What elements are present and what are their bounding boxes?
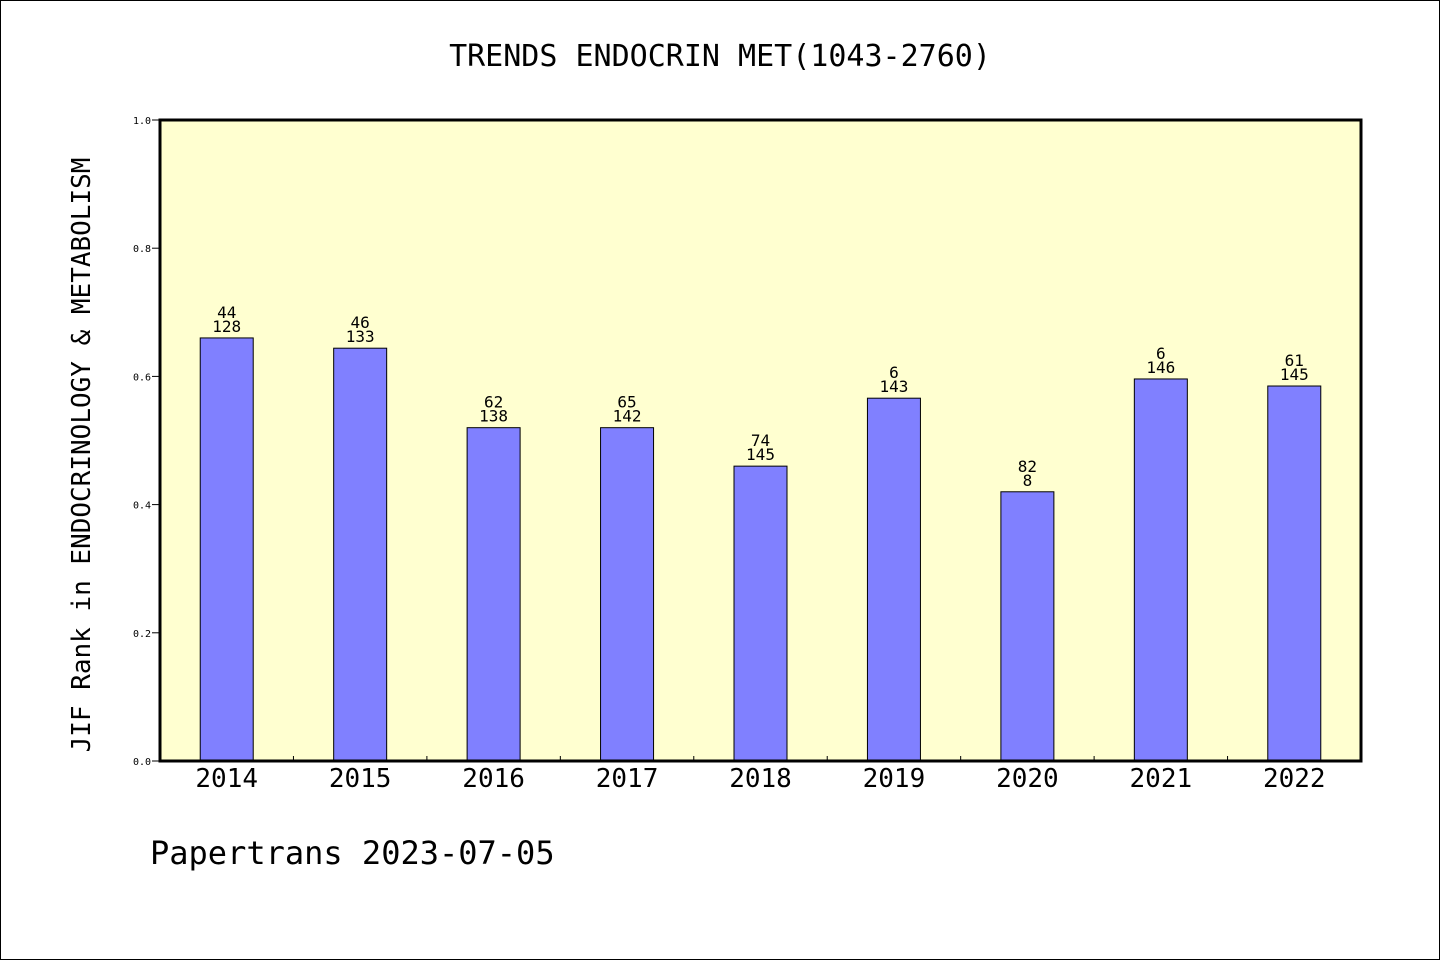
bar-label-bottom-2015: 133 (346, 327, 375, 346)
chart-title: TRENDS ENDOCRIN MET(1043-2760) (449, 39, 991, 74)
bar-label-top-2022: 61 (1285, 351, 1304, 370)
bar-label-bottom-2014: 128 (212, 317, 241, 336)
plot-frame (158, 118, 1363, 763)
bar-label-top-2015: 46 (351, 313, 370, 332)
bar-2014 (199, 337, 254, 762)
y-tick-label-0.6: 0.6 (133, 372, 151, 383)
x-tick-label-2018: 2018 (729, 764, 792, 794)
y-tick-label-0.2: 0.2 (133, 629, 151, 640)
footer-text: Papertrans 2023-07-05 (150, 834, 555, 872)
y-tick-label-1.0: 1.0 (133, 116, 151, 127)
x-tick-label-2019: 2019 (863, 764, 926, 794)
bar-2022 (1267, 385, 1322, 762)
bar-label-bottom-2019: 143 (879, 377, 908, 396)
y-tick-label-0.4: 0.4 (133, 501, 151, 512)
x-tick-label-2020: 2020 (996, 764, 1059, 794)
bar-label-bottom-2017: 142 (613, 407, 642, 426)
y-tick-label-0.8: 0.8 (133, 244, 151, 255)
bar-label-top-2017: 65 (617, 393, 636, 412)
x-tick-label-2017: 2017 (596, 764, 659, 794)
bar-2017 (600, 427, 655, 762)
bar-label-top-2014: 44 (217, 303, 236, 322)
bar-label-top-2019: 6 (889, 363, 899, 382)
bar-2021 (1133, 378, 1188, 762)
bar-label-top-2020: 82 (1018, 457, 1037, 476)
bar-label-bottom-2018: 145 (746, 445, 775, 464)
bar-label-top-2021: 6 (1156, 344, 1166, 363)
bar-2016 (466, 427, 521, 762)
bar-label-bottom-2016: 138 (479, 407, 508, 426)
y-axis-label: JIF Rank in ENDOCRINOLOGY & METABOLISM (67, 158, 97, 753)
y-tick-label-0.0: 0.0 (133, 757, 151, 768)
x-tick-label-2014: 2014 (195, 764, 258, 794)
bar-2018 (733, 465, 788, 762)
x-tick-label-2015: 2015 (329, 764, 392, 794)
bar-2015 (333, 347, 388, 762)
bar-2020 (1000, 491, 1055, 762)
bar-label-bottom-2022: 145 (1280, 365, 1309, 384)
x-tick-label-2021: 2021 (1130, 764, 1193, 794)
bar-label-bottom-2020: 8 (1023, 471, 1033, 490)
x-tick-label-2016: 2016 (462, 764, 525, 794)
bars-group (199, 337, 1322, 762)
x-tick-label-2022: 2022 (1263, 764, 1326, 794)
bar-label-bottom-2021: 146 (1146, 358, 1175, 377)
x-axis: 2014 2015 2016 2017 2018 2019 2020 2021 2022 (195, 756, 1326, 794)
bar-2019 (866, 397, 921, 762)
bar-label-top-2018: 74 (751, 431, 770, 450)
bar-label-top-2016: 62 (484, 393, 503, 412)
